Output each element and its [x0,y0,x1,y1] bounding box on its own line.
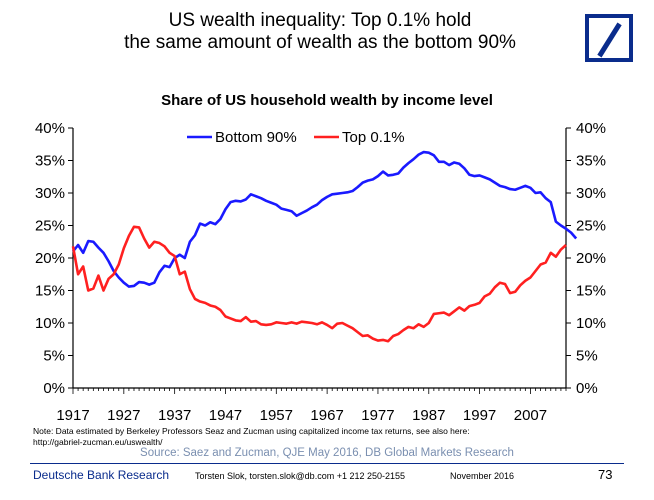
slide-title-line1: US wealth inequality: Top 0.1% hold [168,10,472,31]
footer-divider [30,463,624,464]
y-tick-label-left: 40% [35,120,65,137]
x-tick-label: 1927 [107,407,140,424]
chart-note: Note: Data estimated by Berkeley Profess… [33,426,553,448]
y-tick-label-left: 20% [35,250,65,267]
x-tick-label: 1947 [209,407,242,424]
series-line-bottom-90 [71,150,578,288]
x-tick-label: 1987 [412,407,445,424]
y-tick-label-right: 30% [576,185,606,202]
y-tick-label-left: 25% [35,218,65,235]
y-tick-label-left: 5% [43,348,65,365]
y-tick-label-right: 20% [576,250,606,267]
note-line2: http://gabriel-zucman.eu/uswealth/ [33,437,163,447]
x-tick-label: 1977 [361,407,394,424]
y-tick-label-left: 35% [35,153,65,170]
footer-author: Torsten Slok, torsten.slok@db.com +1 212… [195,471,406,481]
y-tick-label-right: 0% [576,380,598,397]
y-tick-label-right: 25% [576,218,606,235]
x-tick-label: 1967 [310,407,343,424]
legend-label-bottom-90: Bottom 90% [215,129,297,146]
slide-title-line2: the same amount of wealth as the bottom … [124,32,516,53]
series-line-top-0-1 [71,225,567,343]
x-tick-label: 1957 [260,407,293,424]
y-tick-label-left: 10% [35,315,65,332]
page-number: 73 [598,467,613,482]
slide-title: US wealth inequality: Top 0.1% hold the … [40,10,600,54]
note-line1: Note: Data estimated by Berkeley Profess… [33,426,470,436]
y-tick-label-left: 30% [35,185,65,202]
y-tick-label-right: 40% [576,120,606,137]
footer-date: November 2016 [450,471,515,481]
x-tick-label: 1937 [158,407,191,424]
line-chart: 0% 5% 10% 15% 20% 25% 30% 35% 40% 0% 5% 10% 15% 20% 25… [35,120,606,424]
y-tick-label-right: 15% [576,283,606,300]
x-tick-label: 1997 [463,407,496,424]
chart-title: Share of US household wealth by income l… [161,92,493,109]
y-tick-label-right: 10% [576,315,606,332]
legend-label-top-0-1: Top 0.1% [342,129,405,146]
y-tick-label-right: 5% [576,348,598,365]
source-text: Source: Saez and Zucman, QJE May 2016, D… [140,447,514,459]
x-tick-label: 1917 [56,407,89,424]
y-tick-label-left: 15% [35,283,65,300]
y-tick-label-left: 0% [43,380,65,397]
deutsche-bank-logo-icon [585,14,633,62]
footer-brand: Deutsche Bank Research [33,468,170,482]
x-tick-label: 2007 [514,407,547,424]
y-tick-label-right: 35% [576,153,606,170]
